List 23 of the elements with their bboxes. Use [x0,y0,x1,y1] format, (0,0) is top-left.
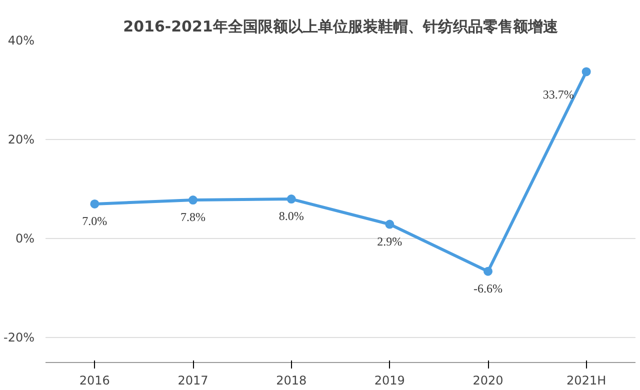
y-tick-label: 0% [15,232,35,246]
x-tick-label: 2020 [472,374,504,388]
x-tick-label: 2017 [178,374,208,388]
y-tick-label: 20% [8,132,34,147]
y-tick-label: -20% [4,330,35,345]
data-label: 7.8% [180,210,206,224]
point [484,266,492,276]
data-label: 7.0% [82,214,108,228]
y-tick-label: 40% [8,34,34,48]
x-tick-label: 2019 [374,374,405,388]
point [188,196,198,205]
data-label: 2.9% [377,234,402,248]
data-label: 33.7% [542,88,574,102]
data-label: 8.0% [278,209,304,224]
point [286,194,296,204]
x-tick-label: 2016 [79,374,110,388]
point [90,199,100,208]
data-label: -6.6% [474,281,503,296]
point [582,67,591,76]
x-tick-label: 2021H [566,374,606,388]
x-tick-label: 2018 [276,374,307,388]
point [385,220,394,229]
chart-title: 2016-2021年全国限额以上单位服装鞋帽、针纺织品零售额增速 [123,18,559,36]
